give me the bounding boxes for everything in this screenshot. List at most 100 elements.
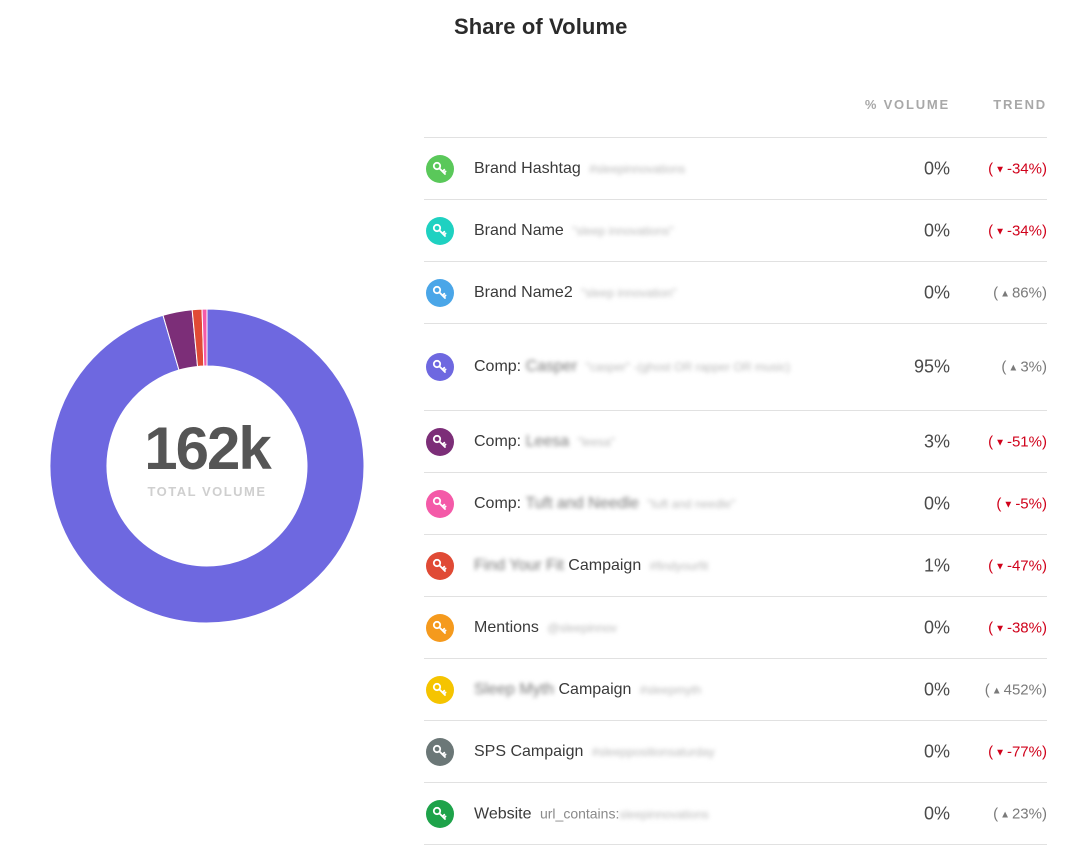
topic-query: "leesa" <box>577 434 615 449</box>
volume-percent: 0% <box>923 803 950 823</box>
topic-query: #sleeppositionsaturday <box>591 744 715 759</box>
triangle-down-icon: ▼ <box>995 226 1005 237</box>
topic-name-redacted: Find Your Fit <box>474 556 564 574</box>
trend-value: (▼ -5%) <box>996 495 1047 512</box>
topic-query: "tuft and needle" <box>647 496 736 511</box>
table-row[interactable]: Brand Hashtag #sleepinnovations 0% (▼ -34%) <box>424 137 1047 199</box>
topic-query: url_contains:sleepinnovations <box>540 805 709 821</box>
trend-value: (▼ -38%) <box>988 619 1047 636</box>
topic-label[interactable]: Comp: Tuft and Needle "tuft and needle" <box>474 492 814 516</box>
donut-chart: 162k TOTAL VOLUME <box>50 309 364 623</box>
topic-query: @sleepinnov <box>547 620 617 635</box>
table-row[interactable]: SPS Campaign #sleeppositionsaturday 0% (▼ -… <box>424 720 1047 782</box>
topic-label[interactable]: SPS Campaign #sleeppositionsaturday <box>474 740 814 764</box>
key-icon <box>426 613 454 642</box>
table-row[interactable]: Comp: Leesa "leesa" 3% (▼ -51%) <box>424 410 1047 472</box>
table-row[interactable]: Comp: Tuft and Needle "tuft and needle" 0… <box>424 472 1047 534</box>
table-row[interactable]: Website url_contains:sleepinnovations 0% (… <box>424 782 1047 845</box>
volume-percent: 0% <box>923 158 950 178</box>
table-header: % VOLUME TREND <box>424 97 1047 117</box>
table-row[interactable]: Brand Name "sleep innovations" 0% (▼ -34%) <box>424 199 1047 261</box>
topic-query: #sleepmyth <box>639 682 702 697</box>
topic-label[interactable]: Mentions @sleepinnov <box>474 616 814 640</box>
trend-percent: -51% <box>1006 433 1042 450</box>
topic-name-redacted: Casper <box>525 358 578 375</box>
volume-percent: 0% <box>923 493 950 513</box>
donut-slice[interactable] <box>201 309 208 367</box>
triangle-down-icon: ▼ <box>995 561 1005 572</box>
topic-query: #sleepinnovations <box>589 161 686 176</box>
key-icon <box>426 154 454 183</box>
volume-percent: 3% <box>923 431 950 451</box>
topic-label[interactable]: Comp: Leesa "leesa" <box>474 430 814 454</box>
volume-percent: 0% <box>923 282 950 302</box>
triangle-down-icon: ▼ <box>995 437 1005 448</box>
key-icon <box>426 353 454 381</box>
topic-name: Campaign <box>568 556 642 574</box>
topic-name: Brand Name <box>474 221 564 239</box>
trend-value: (▲ 3%) <box>1001 358 1047 376</box>
topic-name: Brand Hashtag <box>474 159 581 177</box>
table-row[interactable]: Find Your Fit Campaign #findyourfit 1% (▼ -… <box>424 534 1047 596</box>
topic-label[interactable]: Sleep Myth Campaign #sleepmyth <box>474 678 814 702</box>
topic-label[interactable]: Brand Hashtag #sleepinnovations <box>474 157 814 181</box>
page-title: Share of Volume <box>454 14 628 39</box>
header-trend[interactable]: TREND <box>993 97 1047 112</box>
total-volume-value: 162k <box>144 415 271 482</box>
key-icon <box>426 799 454 828</box>
topic-name: Campaign <box>558 680 632 698</box>
topic-label[interactable]: Comp: Casper "casper" -(ghost OR rapper … <box>474 355 814 379</box>
topic-query: "sleep innovations" <box>572 223 674 238</box>
volume-percent: 0% <box>923 679 950 699</box>
trend-percent: -38% <box>1006 619 1042 636</box>
topic-label[interactable]: Brand Name2 "sleep innovation" <box>474 281 814 305</box>
table-row[interactable]: Mentions @sleepinnov 0% (▼ -38%) <box>424 596 1047 658</box>
trend-value: (▼ -51%) <box>988 433 1047 450</box>
topic-query-prefix: url_contains: <box>539 805 620 821</box>
trend-percent: -47% <box>1006 557 1042 574</box>
trend-percent: 86% <box>1011 284 1042 301</box>
trend-value: (▲ 452%) <box>984 681 1047 698</box>
triangle-down-icon: ▼ <box>995 623 1005 634</box>
total-volume-label: TOTAL VOLUME <box>147 484 267 499</box>
trend-percent: 3% <box>1020 358 1042 376</box>
topic-name: Comp: <box>474 432 522 450</box>
topic-name: Comp: <box>474 494 522 512</box>
triangle-down-icon: ▼ <box>1003 499 1014 510</box>
triangle-up-icon: ▲ <box>991 685 1002 696</box>
trend-value: (▼ -77%) <box>988 743 1047 760</box>
volume-percent: 0% <box>923 220 950 240</box>
trend-value: (▼ -34%) <box>988 222 1047 239</box>
topic-label[interactable]: Website url_contains:sleepinnovations <box>474 801 814 826</box>
trend-value: (▼ -47%) <box>988 557 1047 574</box>
topic-name: Brand Name2 <box>474 283 573 301</box>
topic-name: Comp: <box>474 358 522 375</box>
trend-value: (▼ -34%) <box>988 160 1047 177</box>
key-icon <box>426 427 454 456</box>
key-icon <box>426 737 454 766</box>
topic-query: "casper" -(ghost OR rapper OR music) <box>585 360 791 374</box>
trend-percent: 23% <box>1011 805 1042 822</box>
donut-svg <box>50 309 364 623</box>
trend-percent: -5% <box>1015 495 1042 512</box>
triangle-up-icon: ▲ <box>1000 809 1010 820</box>
trend-percent: -34% <box>1006 160 1042 177</box>
triangle-up-icon: ▲ <box>1000 288 1010 299</box>
donut-slice[interactable] <box>50 309 364 623</box>
topic-name-redacted: Tuft and Needle <box>525 494 639 512</box>
header-volume[interactable]: % VOLUME <box>864 97 950 112</box>
table-row[interactable]: Brand Name2 "sleep innovation" 0% (▲ 86%) <box>424 261 1047 323</box>
topic-label[interactable]: Brand Name "sleep innovations" <box>474 219 814 243</box>
triangle-down-icon: ▼ <box>995 747 1005 758</box>
table-row[interactable]: Comp: Casper "casper" -(ghost OR rapper … <box>424 323 1047 410</box>
trend-percent: -77% <box>1006 743 1042 760</box>
topic-name: SPS Campaign <box>474 742 584 760</box>
key-icon <box>426 489 454 518</box>
topic-name: Website <box>474 805 532 822</box>
topic-label[interactable]: Find Your Fit Campaign #findyourfit <box>474 554 814 578</box>
trend-value: (▲ 86%) <box>993 284 1047 301</box>
topic-query-redacted: sleepinnovations <box>619 807 709 821</box>
key-icon <box>426 551 454 580</box>
key-icon <box>426 278 454 307</box>
table-row[interactable]: Sleep Myth Campaign #sleepmyth 0% (▲ 452%) <box>424 658 1047 720</box>
